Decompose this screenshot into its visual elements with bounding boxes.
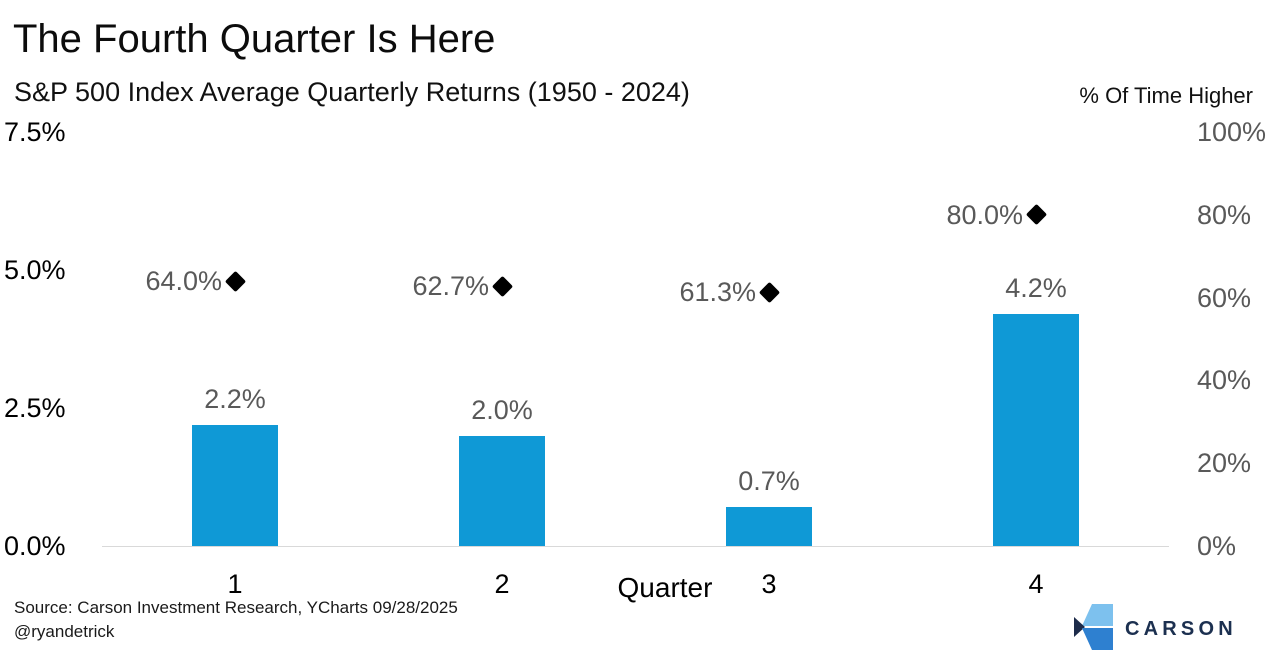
percent-higher-label: 64.0%: [145, 266, 222, 297]
right-axis-tick: 60%: [1197, 282, 1252, 313]
x-axis-tick-quarter-2: 2: [494, 569, 510, 599]
bar-quarter-3: [726, 507, 812, 546]
diamond-marker: [224, 270, 246, 292]
right-axis-tick: 20%: [1197, 448, 1252, 479]
x-axis-tick-quarter-4: 4: [1028, 569, 1044, 599]
page-title: The Fourth Quarter Is Here: [13, 17, 496, 61]
carson-logo: CARSON: [1073, 602, 1273, 652]
diamond-marker: [491, 275, 513, 298]
x-axis-tick-quarter-1: 1: [227, 569, 243, 599]
bar-value-label: 2.2%: [204, 383, 266, 414]
x-axis-title: Quarter: [617, 572, 713, 603]
x-axis-tick-quarter-3: 3: [761, 569, 777, 599]
right-axis-tick: 100%: [1197, 117, 1267, 147]
percent-higher-label: 62.7%: [412, 271, 489, 302]
bar-value-label: 0.7%: [738, 466, 800, 497]
left-axis-tick: 7.5%: [4, 117, 66, 147]
diamond-marker: [758, 281, 780, 303]
carson-logo-text: CARSON: [1125, 618, 1237, 640]
percent-higher-label: 61.3%: [679, 277, 756, 308]
source-attribution: Source: Carson Investment Research, YCha…: [14, 598, 458, 617]
x-axis-line: [102, 546, 1169, 547]
right-axis-tick: 80%: [1197, 199, 1252, 230]
author-handle: @ryandetrick: [14, 622, 115, 641]
left-axis-tick: 2.5%: [4, 393, 66, 423]
right-axis-title: % Of Time Higher: [1079, 83, 1253, 108]
bar-value-label: 4.2%: [1005, 273, 1067, 304]
diamond-marker: [1025, 204, 1047, 226]
left-axis-tick: 5.0%: [4, 255, 66, 285]
bar-quarter-2: [459, 435, 545, 546]
chart-subtitle: S&P 500 Index Average Quarterly Returns …: [14, 77, 690, 107]
carson-logo-icon: [1074, 604, 1113, 650]
left-axis-tick: 0.0%: [4, 531, 66, 561]
bar-quarter-4: [993, 314, 1079, 546]
right-axis-tick: 0%: [1197, 531, 1237, 561]
right-axis-tick: 40%: [1197, 365, 1252, 396]
bar-value-label: 2.0%: [471, 394, 533, 425]
percent-higher-label: 80.0%: [946, 199, 1023, 230]
bar-quarter-1: [192, 424, 278, 546]
